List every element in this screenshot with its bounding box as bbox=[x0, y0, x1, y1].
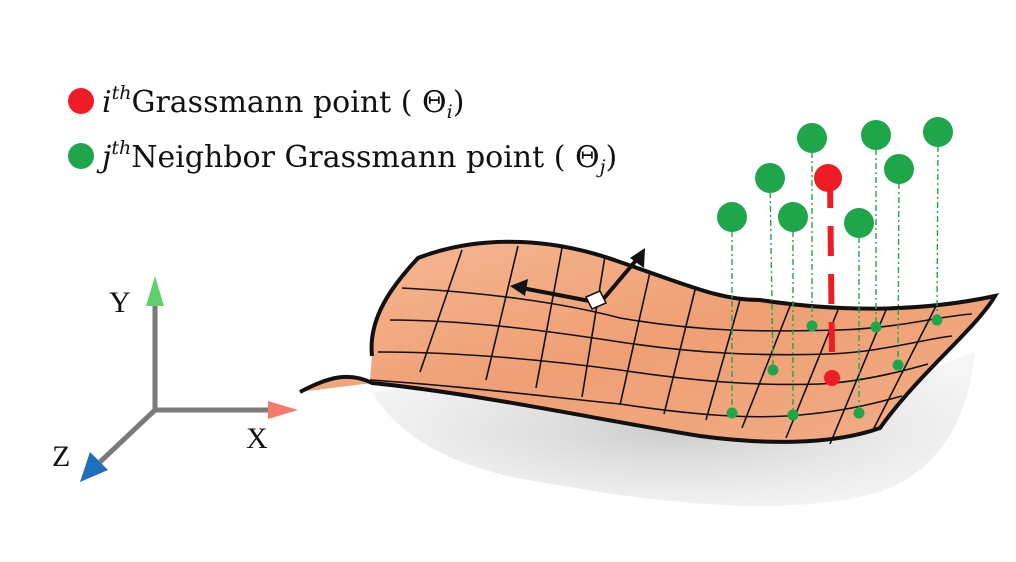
y-axis-label: Y bbox=[109, 286, 131, 319]
legend-superscript-th: th bbox=[111, 137, 131, 159]
target-grassmann-point bbox=[814, 164, 842, 192]
green-dot-icon bbox=[68, 143, 94, 169]
legend-label-target: Grassmann point ( bbox=[131, 85, 412, 120]
coordinate-axes: Y X Z bbox=[52, 276, 298, 482]
projected-target-point bbox=[824, 370, 840, 386]
legend-close-paren: ) bbox=[606, 140, 618, 175]
legend-item-target: ithGrassmann point ( Θi) bbox=[68, 88, 464, 118]
target-projection bbox=[830, 178, 832, 356]
legend-superscript-th: th bbox=[112, 82, 132, 104]
legend-label-neighbor: Neighbor Grassmann point ( bbox=[131, 140, 565, 175]
legend-index-i: i bbox=[102, 85, 112, 120]
x-axis-label: X bbox=[246, 422, 268, 455]
legend-item-neighbor: jthNeighbor Grassmann point ( Θj) bbox=[68, 143, 617, 173]
legend-close-paren: ) bbox=[453, 85, 465, 120]
legend-index-j: j bbox=[102, 140, 111, 175]
z-axis-label: Z bbox=[52, 440, 70, 473]
legend-theta: Θ bbox=[422, 85, 447, 120]
red-dot-icon bbox=[68, 88, 94, 114]
legend-theta: Θ bbox=[575, 140, 600, 175]
